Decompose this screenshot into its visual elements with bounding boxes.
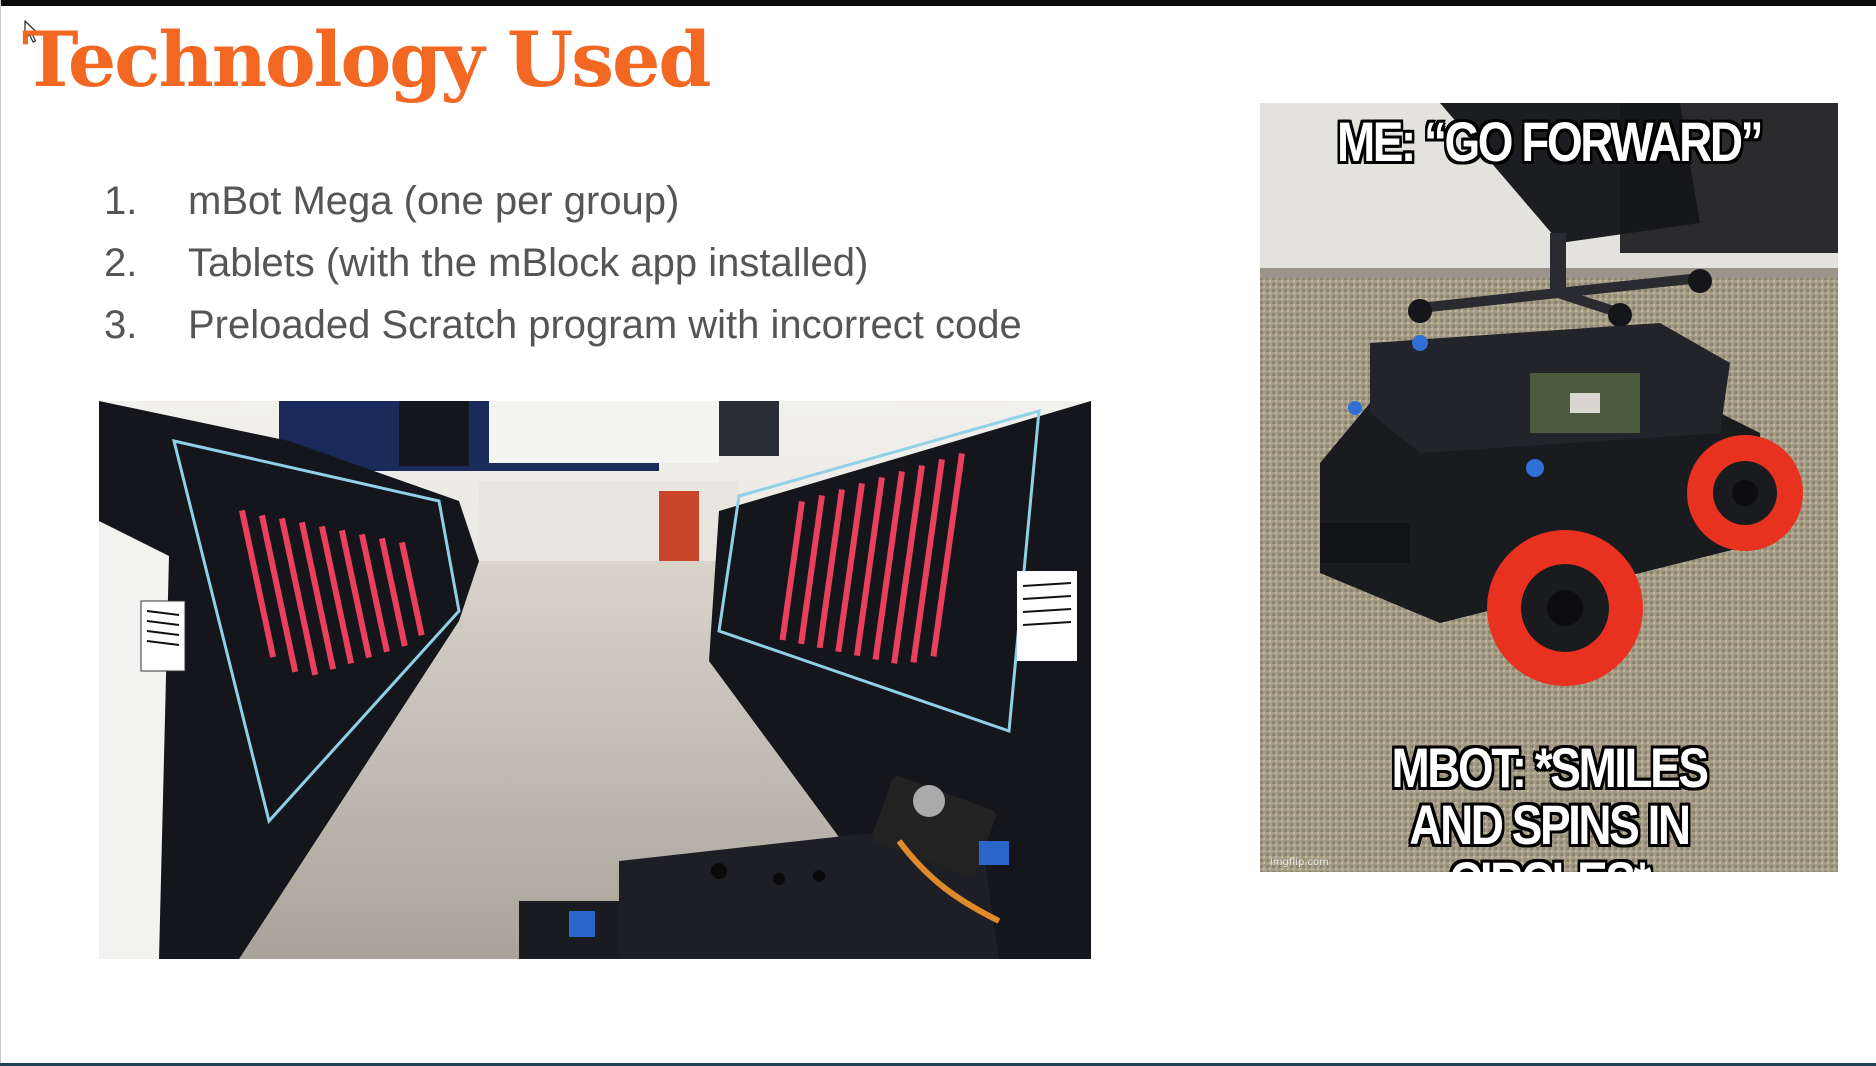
- list-item-number: 3.: [104, 302, 138, 347]
- list-item: 3. Preloaded Scratch program with incorr…: [104, 294, 1022, 356]
- meme-bottom-caption: MBOT: *SMILES AND SPINS IN CIRCLES*: [1312, 739, 1786, 872]
- meme-bottom-line-1: MBOT: *SMILES: [1391, 736, 1709, 799]
- list-item-text: mBot Mega (one per group): [188, 178, 680, 223]
- list-item-text: Tablets (with the mBlock app installed): [188, 240, 869, 285]
- window-left-border: [0, 0, 1, 1066]
- window-bottom-border: [0, 1063, 1876, 1066]
- mbot-meme-image: ME: “GO FORWARD” MBOT: *SMILES AND SPINS…: [1260, 103, 1838, 872]
- list-item-number: 2.: [104, 240, 138, 285]
- robot-course-illustration: [99, 401, 1091, 959]
- window-top-border: [0, 0, 1876, 6]
- mbot-robot-illustration: [1260, 103, 1838, 872]
- meme-watermark: imgflip.com: [1270, 857, 1329, 868]
- list-item: 1. mBot Mega (one per group): [104, 170, 1022, 232]
- slide-title: Technology Used: [22, 15, 712, 104]
- meme-top-caption: ME: “GO FORWARD”: [1336, 110, 1764, 173]
- list-item-number: 1.: [104, 178, 138, 223]
- list-item-text: Preloaded Scratch program with incorrect…: [188, 302, 1022, 347]
- mouse-pointer-icon: [24, 20, 39, 43]
- robot-course-photo: [99, 401, 1091, 959]
- technology-list: 1. mBot Mega (one per group) 2. Tablets …: [104, 170, 1022, 356]
- list-item: 2. Tablets (with the mBlock app installe…: [104, 232, 1022, 294]
- meme-bottom-line-2: AND SPINS IN CIRCLES*: [1409, 793, 1691, 872]
